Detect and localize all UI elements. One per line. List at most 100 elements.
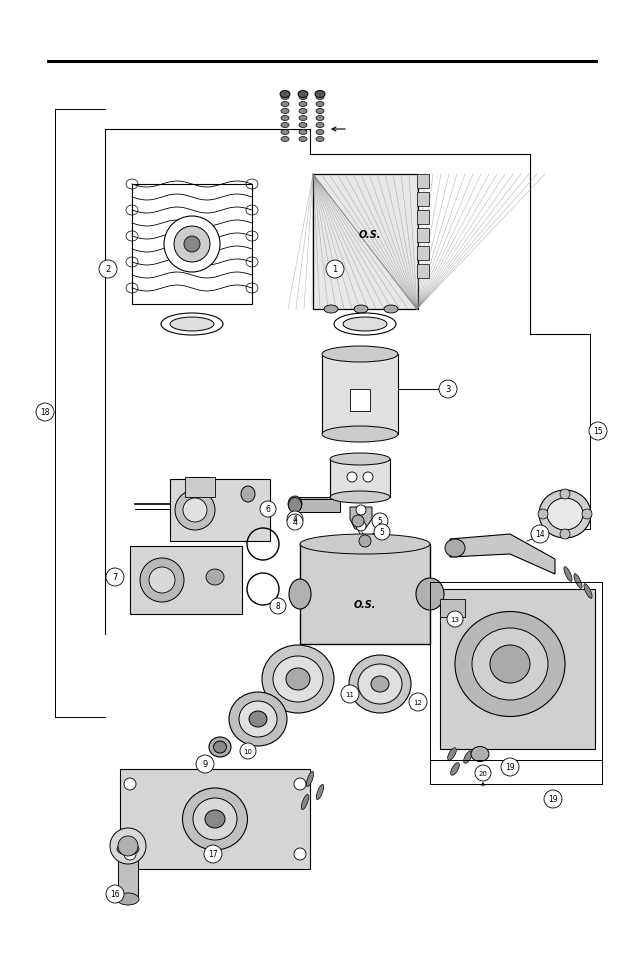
Text: 14: 14 xyxy=(535,530,545,539)
Circle shape xyxy=(110,828,146,864)
Bar xyxy=(295,499,340,513)
Text: 18: 18 xyxy=(40,408,50,417)
Ellipse shape xyxy=(239,701,277,738)
Circle shape xyxy=(475,765,491,781)
Text: 16: 16 xyxy=(110,889,120,899)
Ellipse shape xyxy=(324,306,338,314)
Ellipse shape xyxy=(299,116,307,121)
Ellipse shape xyxy=(299,131,307,135)
Circle shape xyxy=(589,422,607,440)
Ellipse shape xyxy=(117,843,139,855)
Bar xyxy=(132,185,252,305)
Circle shape xyxy=(501,759,519,776)
Text: 17: 17 xyxy=(208,850,218,859)
Ellipse shape xyxy=(455,612,565,717)
Circle shape xyxy=(99,261,117,278)
Ellipse shape xyxy=(574,574,582,589)
Ellipse shape xyxy=(464,751,472,763)
Ellipse shape xyxy=(289,579,311,609)
Circle shape xyxy=(439,380,457,398)
Ellipse shape xyxy=(322,427,398,442)
Ellipse shape xyxy=(316,784,323,800)
Circle shape xyxy=(240,743,256,760)
Ellipse shape xyxy=(286,668,310,690)
Text: 20: 20 xyxy=(478,770,488,776)
Bar xyxy=(170,479,270,541)
Text: 4: 4 xyxy=(292,518,298,527)
Text: 11: 11 xyxy=(345,691,354,698)
Circle shape xyxy=(582,510,592,519)
Circle shape xyxy=(124,848,136,861)
Ellipse shape xyxy=(281,102,289,108)
Circle shape xyxy=(372,514,388,530)
Polygon shape xyxy=(350,507,372,530)
Ellipse shape xyxy=(316,123,324,129)
Bar xyxy=(118,849,138,899)
Ellipse shape xyxy=(299,137,307,142)
Text: 19: 19 xyxy=(505,762,515,772)
Bar xyxy=(417,229,429,243)
Circle shape xyxy=(356,505,366,516)
Circle shape xyxy=(124,779,136,790)
Circle shape xyxy=(149,567,175,594)
Ellipse shape xyxy=(214,741,227,753)
Text: 7: 7 xyxy=(112,573,118,582)
Circle shape xyxy=(260,501,276,517)
Text: 4: 4 xyxy=(292,515,298,524)
Ellipse shape xyxy=(539,491,591,538)
Ellipse shape xyxy=(445,539,465,558)
Ellipse shape xyxy=(316,116,324,121)
Text: 3: 3 xyxy=(445,385,451,395)
Bar xyxy=(295,497,337,512)
Ellipse shape xyxy=(316,102,324,108)
Bar xyxy=(130,546,242,615)
Circle shape xyxy=(409,693,427,711)
Ellipse shape xyxy=(307,772,314,787)
Text: 2: 2 xyxy=(106,265,111,274)
Circle shape xyxy=(106,568,124,586)
Circle shape xyxy=(359,536,371,547)
Text: 9: 9 xyxy=(202,760,207,769)
Bar xyxy=(330,459,390,497)
Circle shape xyxy=(140,558,184,602)
Circle shape xyxy=(175,491,215,531)
Text: O.S.: O.S. xyxy=(354,599,376,609)
Circle shape xyxy=(118,836,138,856)
Ellipse shape xyxy=(241,486,255,502)
Circle shape xyxy=(560,530,570,539)
Ellipse shape xyxy=(384,306,398,314)
Ellipse shape xyxy=(229,692,287,746)
Circle shape xyxy=(164,216,220,273)
Bar xyxy=(300,544,430,644)
Ellipse shape xyxy=(315,91,325,98)
Ellipse shape xyxy=(262,645,334,713)
Ellipse shape xyxy=(299,95,307,100)
Bar xyxy=(430,582,602,760)
Ellipse shape xyxy=(161,314,223,335)
Circle shape xyxy=(196,755,214,773)
Circle shape xyxy=(326,261,344,278)
Ellipse shape xyxy=(206,569,224,585)
Ellipse shape xyxy=(322,347,398,363)
Bar xyxy=(313,174,418,310)
Circle shape xyxy=(374,524,390,540)
Ellipse shape xyxy=(281,95,289,100)
Bar xyxy=(350,390,370,412)
Ellipse shape xyxy=(354,306,368,314)
Text: 13: 13 xyxy=(451,617,460,622)
Text: 19: 19 xyxy=(548,795,558,803)
Text: 6: 6 xyxy=(265,505,270,514)
Bar xyxy=(322,355,398,435)
Circle shape xyxy=(531,525,549,543)
Ellipse shape xyxy=(330,454,390,465)
Ellipse shape xyxy=(343,317,387,332)
Ellipse shape xyxy=(281,131,289,135)
Ellipse shape xyxy=(316,131,324,135)
Circle shape xyxy=(204,845,222,863)
Bar xyxy=(440,599,465,618)
Text: 12: 12 xyxy=(413,700,422,705)
Circle shape xyxy=(106,885,124,903)
Ellipse shape xyxy=(182,788,247,850)
Ellipse shape xyxy=(117,893,139,905)
Ellipse shape xyxy=(288,497,302,513)
